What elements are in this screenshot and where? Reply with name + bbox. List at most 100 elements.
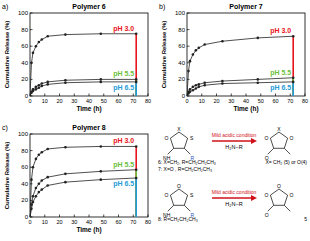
marker: [30, 95, 31, 96]
chart-title: Polymer 8: [72, 124, 106, 132]
ring: [170, 189, 187, 205]
x-tick: [231, 94, 232, 97]
y-tick-label: 20: [178, 76, 185, 82]
series-label: pH 3.0: [113, 25, 134, 33]
x-tick-label: 20: [213, 98, 219, 104]
panel-label: a): [2, 3, 8, 11]
bond: [184, 205, 190, 211]
drop-line: [292, 82, 294, 96]
drop-line: [135, 146, 137, 217]
y-axis-label: Cumulative Release (%): [161, 21, 167, 89]
y-tick-label: 60: [21, 43, 28, 49]
y-tick-label: 80: [178, 27, 185, 33]
series-label: pH 5.5: [113, 161, 134, 169]
x-tick-label: 0: [28, 98, 31, 104]
marker: [41, 82, 44, 85]
marker: [46, 81, 49, 84]
x-tick-label: 40: [86, 219, 92, 225]
x-tick: [133, 94, 134, 97]
drop-line: [135, 34, 137, 96]
marker: [221, 80, 224, 83]
marker: [30, 62, 33, 65]
marker: [257, 81, 260, 84]
series-line: [187, 78, 293, 96]
marker: [30, 95, 31, 96]
x-tick: [201, 94, 202, 97]
condition: Mild acidic condition: [212, 132, 257, 138]
y-tick: [30, 150, 33, 151]
series-label: pH 6.5: [270, 84, 291, 92]
arrow-shaft: [212, 197, 252, 198]
marker: [64, 79, 67, 82]
marker: [257, 37, 260, 40]
series-label: pH 3.0: [113, 137, 134, 145]
panel: a)Polymer 602040608010001020304050607080…: [2, 3, 151, 113]
y-tick-label: 100: [175, 10, 186, 16]
marker: [32, 90, 35, 93]
marker: [189, 88, 192, 91]
marker: [257, 78, 260, 81]
marker: [46, 184, 49, 187]
series-label: pH 3.0: [270, 27, 291, 35]
y-tick-label: 20: [21, 76, 28, 82]
x-tick: [305, 94, 306, 97]
y-tick: [30, 134, 33, 135]
x-tick: [260, 94, 261, 97]
marker: [38, 41, 41, 44]
y-tick-label: 60: [178, 43, 185, 49]
marker: [192, 86, 195, 89]
marker: [135, 81, 138, 84]
atom-label: O: [265, 212, 269, 218]
x-tick: [275, 94, 276, 97]
marker: [35, 187, 38, 190]
x-tick-label: 70: [130, 98, 136, 104]
bond: [168, 148, 174, 154]
x-tick: [59, 94, 60, 97]
y-tick-label: 60: [21, 164, 28, 170]
condition: Mild acidic condition: [212, 189, 257, 195]
x-tick: [148, 215, 149, 218]
ring: [270, 189, 287, 205]
marker: [292, 35, 295, 38]
marker: [38, 183, 41, 186]
marker: [192, 53, 195, 56]
drop-line: [135, 178, 137, 217]
atom-label: O: [290, 192, 294, 198]
series-label: pH 6.5: [113, 84, 134, 92]
marker: [135, 78, 138, 81]
atom-label: O: [177, 183, 181, 189]
marker: [64, 81, 67, 84]
marker: [32, 52, 35, 55]
x-tick: [74, 215, 75, 218]
atom-label: O: [290, 135, 294, 141]
marker: [41, 38, 44, 41]
data-group: [30, 32, 138, 96]
panel: b)Polymer 702040608010001020304050607080…: [159, 3, 308, 113]
marker: [32, 201, 35, 204]
y-tick-label: 80: [21, 148, 28, 154]
arrow-head: [251, 138, 257, 144]
x-tick: [118, 215, 119, 218]
marker: [195, 49, 198, 52]
x-tick-label: 70: [130, 219, 136, 225]
reagent: H₂N−R: [225, 144, 242, 150]
y-tick: [187, 46, 190, 47]
marker: [135, 145, 138, 148]
marker: [100, 170, 103, 173]
x-axis-label: Time (h): [76, 105, 101, 113]
atom-label: O: [164, 135, 168, 141]
bond: [168, 205, 174, 211]
marker: [135, 177, 138, 180]
marker: [189, 91, 192, 94]
x-tick-label: 60: [115, 219, 121, 225]
x-tick-label: 40: [86, 98, 92, 104]
y-tick-label: 40: [178, 60, 185, 66]
x-tick-label: 80: [302, 98, 308, 104]
series-line: [187, 82, 293, 96]
x-tick: [290, 94, 291, 97]
marker: [35, 45, 38, 48]
marker: [38, 153, 41, 156]
y-axis-label: Cumulative Release (%): [4, 21, 10, 89]
x-tick-label: 10: [199, 98, 205, 104]
x-tick-label: 10: [42, 219, 48, 225]
